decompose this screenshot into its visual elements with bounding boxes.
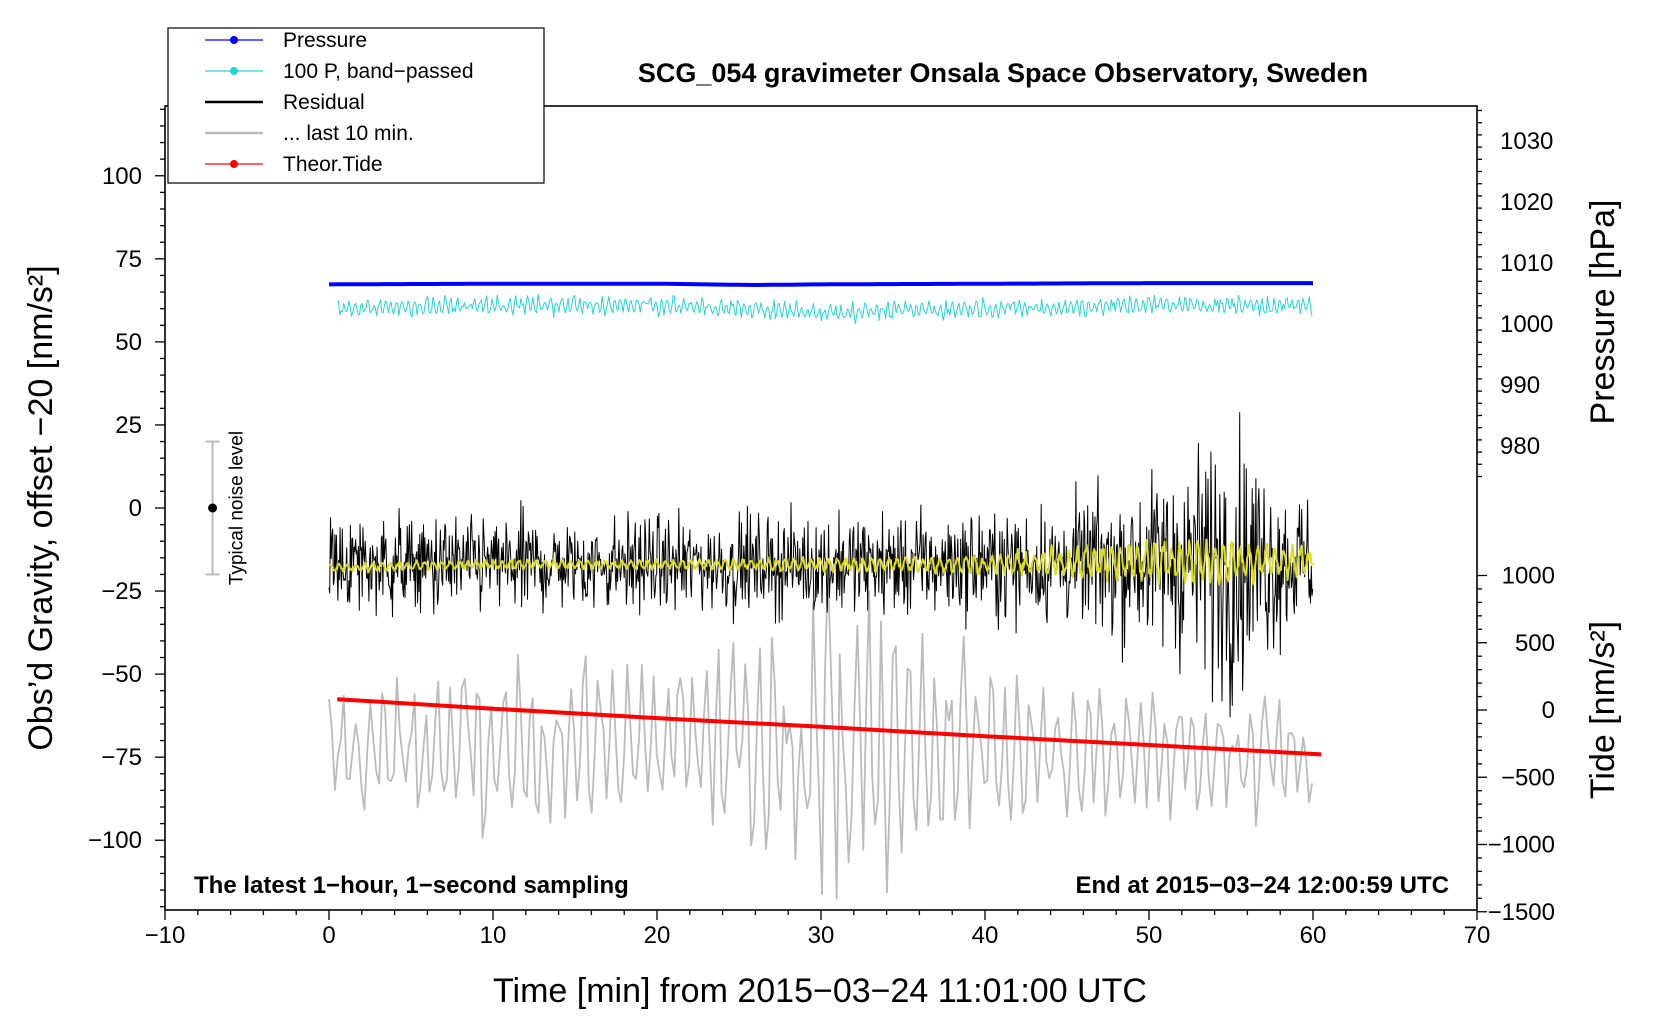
pressure-tick-label: 1030 <box>1500 128 1553 155</box>
series-pressure-band-passed <box>337 293 1313 325</box>
y-tick-label: 100 <box>102 163 142 190</box>
y-tick-label: −50 <box>101 661 142 688</box>
x-tick-label: 40 <box>972 922 999 949</box>
pressure-tick-label: 1010 <box>1500 250 1553 277</box>
y-tick-label: 25 <box>115 412 142 439</box>
pressure-tick-label: 980 <box>1500 433 1540 460</box>
legend-label: ... last 10 min. <box>283 122 414 145</box>
x-tick-label: 30 <box>808 922 835 949</box>
pressure-tick-label: 1020 <box>1500 189 1553 216</box>
x-tick-label: 10 <box>480 922 507 949</box>
x-tick-label: 0 <box>322 922 335 949</box>
legend-label: Pressure <box>283 29 367 52</box>
legend: Pressure 100 P, band−passed Residual ... la… <box>167 27 545 184</box>
legend-marker <box>230 36 238 44</box>
noise-level-dot <box>208 503 218 513</box>
note-sampling: The latest 1−hour, 1−second sampling <box>194 872 629 899</box>
tide-tick-label: 0 <box>1542 697 1555 724</box>
noise-level-label: Typical noise level <box>227 431 248 585</box>
legend-marker <box>230 67 238 75</box>
x-tick-label: 20 <box>644 922 671 949</box>
y-axis-title-left: Obs’d Gravity, offset −20 [nm/s²] <box>22 265 60 750</box>
note-end-time: End at 2015−03−24 12:00:59 UTC <box>1075 872 1449 899</box>
chart-title: SCG_054 gravimeter Onsala Space Observat… <box>638 58 1368 88</box>
legend-marker <box>230 160 238 168</box>
series-residual-smoothed <box>328 538 1314 586</box>
series-theoretical-tide <box>337 697 1322 757</box>
y-tick-label: −100 <box>88 827 142 854</box>
x-tick-label: −10 <box>145 922 186 949</box>
axes: −10 0 10 20 30 40 50 60 701007550250−25−50−75−10… <box>88 108 1555 949</box>
noise-indicator: Typical noise level <box>205 431 248 585</box>
y-axis-title-tide: Tide [nm/s²] <box>1584 621 1622 799</box>
y-tick-label: −25 <box>101 578 142 605</box>
tide-tick-label: −500 <box>1501 764 1555 791</box>
legend-label: Theor.Tide <box>283 153 383 176</box>
tide-tick-label: 1000 <box>1502 563 1555 590</box>
legend-label: 100 P, band−passed <box>283 60 474 83</box>
tide-tick-label: −1000 <box>1488 832 1555 859</box>
tide-tick-label: −1500 <box>1488 899 1555 926</box>
y-tick-label: 75 <box>115 246 142 273</box>
chart-traces <box>328 281 1322 900</box>
y-axis-title-pressure: Pressure [hPa] <box>1584 200 1622 425</box>
x-tick-label: 50 <box>1136 922 1163 949</box>
y-tick-label: 50 <box>115 329 142 356</box>
x-tick-label: 60 <box>1300 922 1327 949</box>
x-tick-label: 70 <box>1464 922 1491 949</box>
x-axis-title: Time [min] from 2015−03−24 11:01:00 UTC <box>493 972 1147 1010</box>
y-tick-label: 0 <box>129 495 142 522</box>
series-last-10-min <box>328 567 1313 900</box>
pressure-tick-label: 1000 <box>1500 311 1553 338</box>
pressure-tick-label: 990 <box>1500 372 1540 399</box>
y-tick-label: −75 <box>101 744 142 771</box>
legend-box <box>167 27 545 184</box>
series-pressure <box>328 281 1313 287</box>
tide-tick-label: 500 <box>1515 630 1555 657</box>
legend-label: Residual <box>283 91 365 114</box>
